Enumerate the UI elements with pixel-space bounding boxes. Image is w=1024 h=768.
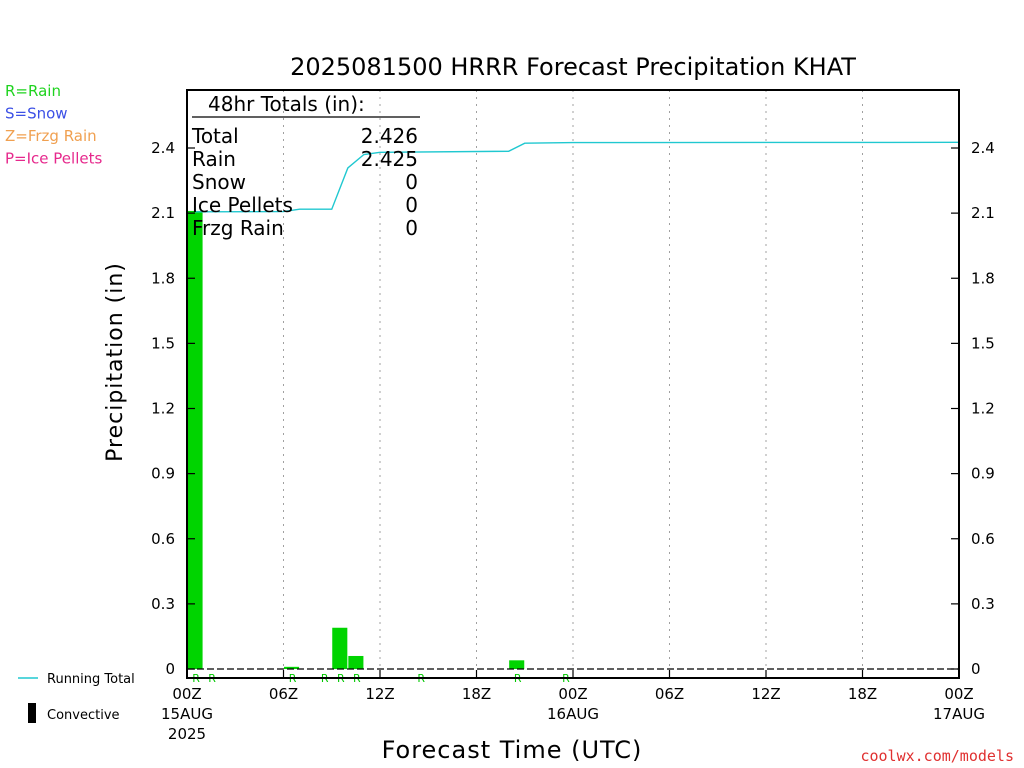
y-axis-left: 0 0.3 0.6 0.9 1.2 1.5 1.8 2.1 2.4 (151, 139, 195, 678)
ptype-legend-item: R=Rain (5, 82, 61, 100)
ytick-left-label: 1.2 (151, 400, 175, 418)
ytick-right-label: 1.5 (971, 334, 995, 352)
chart-title: 2025081500 HRRR Forecast Precipitation K… (290, 53, 856, 81)
totals-row-value: 0 (405, 193, 418, 217)
ptype-legend-item: S=Snow (5, 105, 68, 123)
ytick-left-label: 0.9 (151, 465, 175, 483)
ytick-right-label: 0.9 (971, 465, 995, 483)
xtick-label: 12Z (365, 685, 394, 703)
xtick-label: 12Z (751, 685, 780, 703)
convective-legend-label: Convective (47, 708, 120, 723)
xtick-year-label: 2025 (168, 725, 206, 743)
totals-row-value: 0 (405, 216, 418, 240)
totals-row-label: Total (191, 124, 239, 148)
bar-hour-10 (332, 627, 348, 669)
bar-hour-7 (284, 666, 300, 669)
y-axis-title: Precipitation (in) (103, 262, 128, 462)
totals-box: 48hr Totals (in): Total 2.426 Rain 2.425 Snow… (191, 92, 420, 240)
totals-row-value: 2.425 (361, 147, 418, 171)
xtick-label: 06Z (655, 685, 684, 703)
bar-hour-11 (348, 655, 364, 669)
totals-row-label: Ice Pellets (192, 193, 293, 217)
totals-row-value: 2.426 (361, 124, 418, 148)
xtick-label: 00Z (172, 685, 201, 703)
ytick-right-label: 1.2 (971, 400, 995, 418)
convective-swatch (28, 703, 36, 723)
totals-row-label: Frzg Rain (192, 216, 284, 240)
ytick-right-label: 0.6 (971, 530, 995, 548)
ptype-legend-item: P=Ice Pellets (5, 150, 102, 168)
xtick-label: 06Z (269, 685, 298, 703)
running-total-legend-label: Running Total (47, 672, 135, 687)
ytick-left-label: 0 (165, 660, 175, 678)
ytick-left-label: 0.6 (151, 530, 175, 548)
ytick-left-label: 1.5 (151, 334, 175, 352)
precip-bars (187, 210, 525, 669)
grid-lines (283, 90, 863, 678)
xtick-label: 18Z (848, 685, 877, 703)
totals-row-label: Rain (192, 147, 236, 171)
running-total-line (195, 141, 960, 213)
y-axis-right: 0 0.3 0.6 0.9 1.2 1.5 1.8 2.1 2.4 (951, 139, 995, 678)
xtick-label: 00Z (558, 685, 587, 703)
ytick-left-label: 2.4 (151, 139, 175, 157)
ytick-right-label: 1.8 (971, 269, 995, 287)
xtick-date-label: 15AUG (161, 705, 213, 723)
bar-hour-1 (187, 210, 203, 669)
credit-label: coolwx.com/models (860, 747, 1014, 765)
ytick-right-label: 0 (971, 660, 981, 678)
x-axis: 00Z 15AUG 2025 06Z 12Z 18Z 00Z 16AUG 06Z 12Z 18Z 00… (161, 670, 985, 743)
ytick-left-label: 2.1 (151, 204, 175, 222)
totals-row-label: Snow (192, 170, 246, 194)
ytick-right-label: 2.4 (971, 139, 995, 157)
xtick-date-label: 17AUG (933, 705, 985, 723)
xtick-label: 18Z (462, 685, 491, 703)
precip-type-legend: R=Rain S=Snow Z=Frzg Rain P=Ice Pellets (5, 82, 102, 168)
ytick-right-label: 2.1 (971, 204, 995, 222)
xtick-date-label: 16AUG (547, 705, 599, 723)
totals-header: 48hr Totals (in): (208, 92, 365, 116)
x-axis-title: Forecast Time (UTC) (382, 736, 643, 764)
bar-hour-21 (509, 660, 525, 669)
totals-row-value: 0 (405, 170, 418, 194)
ytick-left-label: 0.3 (151, 595, 175, 613)
ptype-legend-item: Z=Frzg Rain (5, 127, 97, 145)
ytick-left-label: 1.8 (151, 269, 175, 287)
ytick-right-label: 0.3 (971, 595, 995, 613)
xtick-label: 00Z (944, 685, 973, 703)
